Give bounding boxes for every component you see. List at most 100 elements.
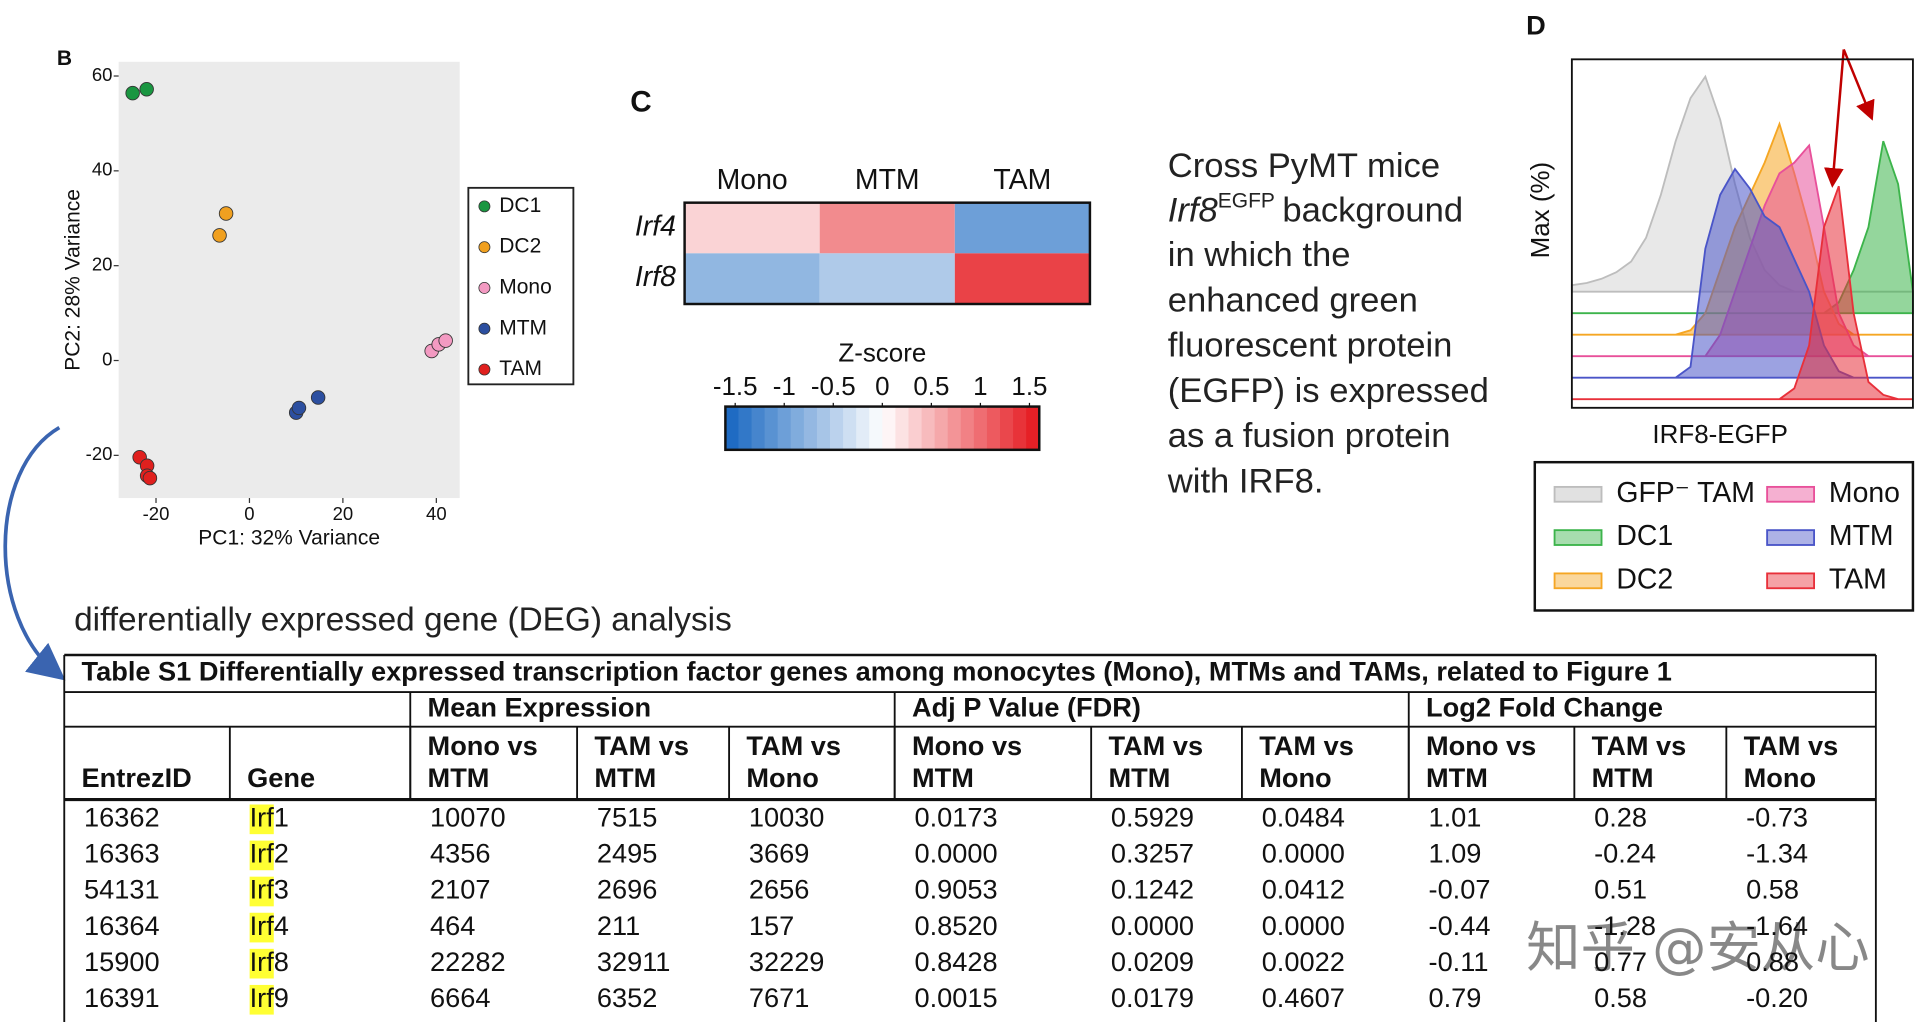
- table-cell: 0.0173: [914, 802, 997, 833]
- legend-swatch: [1766, 485, 1816, 503]
- legend-marker: [478, 282, 491, 294]
- data-point: [310, 390, 326, 405]
- table-cell: 0.58: [1594, 982, 1647, 1013]
- panel-label: C: [630, 86, 651, 119]
- table-cell: 0.51: [1594, 874, 1647, 905]
- table-cell: 1.09: [1429, 838, 1482, 869]
- data-point: [139, 82, 154, 97]
- x-axis-label: PC1: 32% Variance: [198, 526, 380, 549]
- table-cell: 0.28: [1594, 802, 1647, 833]
- data-point: [212, 228, 227, 243]
- plot-background: [118, 61, 460, 499]
- y-tick-label: -20: [86, 443, 113, 464]
- description: as a fusion protein: [1168, 417, 1451, 455]
- table-cell: 0.5929: [1111, 802, 1194, 833]
- gene-cell: Irf8: [250, 946, 289, 977]
- colorbar-step: [725, 406, 740, 450]
- y-tick-label: 60: [92, 64, 113, 85]
- colorbar-step: [960, 406, 975, 450]
- colorbar-step: [869, 406, 883, 450]
- legend-swatch: [1766, 529, 1816, 546]
- data-point: [291, 400, 307, 416]
- column-header: MTM: [1592, 762, 1654, 793]
- y-axis-label: PC2: 28% Variance: [62, 189, 85, 371]
- gene-highlight: [249, 840, 274, 871]
- column-header: EntrezID: [82, 762, 192, 793]
- description: with IRF8.: [1167, 462, 1324, 500]
- colorbar-step: [986, 406, 1001, 450]
- heatmap-cell: [684, 253, 820, 305]
- description: fluorescent protein: [1168, 327, 1453, 365]
- colorbar-tick-label: 1: [973, 373, 987, 401]
- row-label: Irf4: [635, 211, 676, 243]
- data-point: [438, 333, 453, 348]
- heatmap-cell: [684, 202, 820, 254]
- legend-box: [467, 186, 575, 386]
- table-cell: 0.0179: [1111, 982, 1194, 1013]
- table-cell: 10070: [430, 802, 506, 833]
- table-cell: 32911: [597, 946, 671, 977]
- colorbar-step: [908, 406, 923, 450]
- table-cell: 54131: [84, 874, 160, 905]
- legend-label: DC1: [1616, 520, 1673, 552]
- heatmap-cell: [954, 202, 1090, 254]
- table-cell: 15900: [84, 946, 160, 977]
- table-cell: 6664: [430, 982, 490, 1013]
- legend-label: DC2: [499, 235, 541, 258]
- colorbar-step: [947, 406, 962, 450]
- data-point: [125, 85, 140, 101]
- column-header: MTM: [594, 762, 656, 793]
- colorbar-tick-label: 1.5: [1011, 373, 1047, 401]
- table-cell: -0.20: [1746, 982, 1808, 1013]
- colorbar-tick-label: 0.5: [913, 373, 949, 401]
- description-text: background: [1282, 192, 1463, 230]
- table-cell: -1.64: [1746, 910, 1808, 941]
- legend-marker: [478, 322, 491, 335]
- table-cell: 464: [430, 910, 475, 941]
- column-label: MTM: [855, 164, 920, 196]
- table-cell: -1.28: [1594, 910, 1656, 941]
- table-cell: 0.8520: [914, 910, 997, 941]
- panel-label: B: [57, 47, 72, 70]
- column-header: TAM vs: [1592, 730, 1687, 761]
- colorbar-title: Z-score: [838, 340, 926, 368]
- table-cell: 0.88: [1746, 946, 1799, 977]
- gene-highlight: [249, 804, 274, 835]
- table-cell: 0.0412: [1262, 874, 1345, 905]
- table-cell: 7671: [749, 982, 809, 1013]
- description: in which the: [1168, 236, 1351, 274]
- y-tick-label: 0: [102, 348, 112, 369]
- table-title: Table S1 Differentially expressed transc…: [82, 656, 1672, 687]
- table-cell: 0.77: [1594, 946, 1647, 977]
- table-cell: 6352: [597, 982, 657, 1013]
- deg-heading: differentially expressed gene (DEG) anal…: [74, 601, 732, 638]
- description: Irf8EGFP background: [1168, 189, 1463, 230]
- table-cell: 211: [597, 910, 640, 941]
- colorbar-step: [973, 406, 988, 450]
- column-header: Mono vs: [912, 730, 1022, 761]
- colorbar-step: [790, 406, 805, 450]
- colorbar-step: [856, 406, 870, 450]
- y-tick-label: 20: [92, 254, 113, 275]
- legend-label: MTM: [1829, 520, 1894, 552]
- colorbar-tick-label: -1.5: [713, 373, 758, 401]
- column-header: TAM vs: [1744, 730, 1839, 761]
- y-tick-label: 40: [92, 159, 113, 180]
- density-area: [1571, 185, 1913, 401]
- table-cell: 4356: [430, 838, 490, 869]
- gene-cell: Irf4: [250, 910, 289, 941]
- colorbar-step: [751, 406, 766, 450]
- legend-label: Mono: [499, 275, 552, 298]
- colorbar-step: [764, 406, 779, 450]
- superscript: EGFP: [1218, 189, 1275, 212]
- x-tick-label: 40: [426, 503, 447, 524]
- table-cell: 0.0000: [1262, 910, 1345, 941]
- legend-marker: [478, 241, 491, 254]
- table-cell: 32229: [749, 946, 825, 977]
- row-label: Irf8: [635, 261, 676, 293]
- table-cell: 0.0000: [1111, 910, 1194, 941]
- colorbar-step: [843, 406, 857, 450]
- colorbar-tick-label: -0.5: [811, 373, 856, 401]
